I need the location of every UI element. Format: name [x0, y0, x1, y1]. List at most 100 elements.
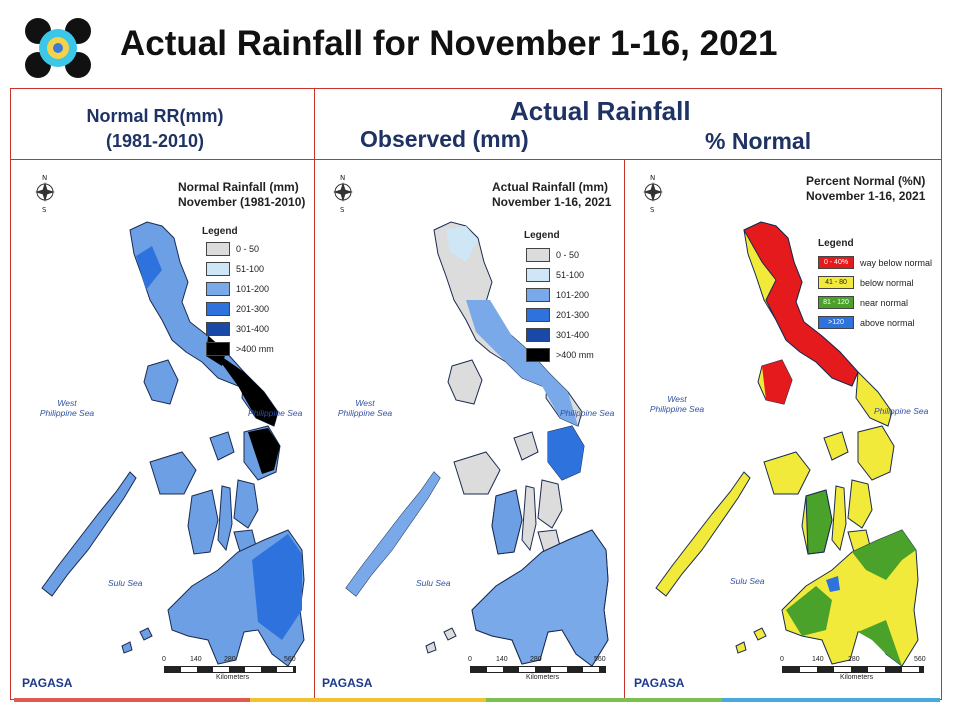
sea-label-west-line2: Philippine Sea: [337, 408, 393, 418]
sea-label-west: West Philippine Sea: [642, 394, 712, 414]
scale-tick: 560: [594, 656, 606, 663]
scale-bar: [164, 666, 296, 673]
legend-item: 101-200: [206, 282, 269, 296]
sea-label-west: West Philippine Sea: [330, 398, 400, 418]
sea-label-west-line1: West: [57, 398, 77, 408]
sea-label-sulu: Sulu Sea: [416, 578, 451, 588]
scale-unit: Kilometers: [526, 674, 560, 681]
map-title: Actual Rainfall (mm) November 1-16, 2021: [492, 180, 611, 210]
legend-title: Legend: [202, 226, 238, 237]
map-title-line1: Percent Normal (%N): [806, 174, 926, 188]
divider: [624, 160, 625, 700]
legend-swatch: [206, 282, 230, 296]
legend-swatch: [206, 302, 230, 316]
actual-rainfall-map-panel: N S Actual Rainfall (mm) November 1-16, …: [316, 160, 622, 700]
normal-header-line2: (1981-2010): [105, 131, 205, 151]
legend-item: 201-300: [206, 302, 269, 316]
scale-tick: 560: [284, 656, 296, 663]
scale-tick: 140: [812, 656, 824, 663]
map-title-line2: November 1-16, 2021: [492, 195, 612, 209]
scale-tick: 280: [224, 656, 236, 663]
legend-item: 0 - 40% way below normal: [818, 256, 932, 269]
legend-item: 301-400: [206, 322, 269, 336]
percent-header: % Normal: [705, 128, 812, 154]
legend-title: Legend: [818, 238, 854, 249]
sea-label-west-line1: West: [667, 394, 687, 404]
footer-bar-red: [14, 698, 250, 702]
legend-swatch: 41 - 80: [818, 276, 854, 289]
legend-label: 51-100: [236, 264, 265, 274]
sea-label-west-line2: Philippine Sea: [649, 404, 705, 414]
normal-header-line1: Normal RR(mm): [86, 106, 224, 126]
sea-label-west-line2: Philippine Sea: [39, 408, 95, 418]
map-title-line2: November (1981-2010): [178, 195, 306, 209]
legend-label: way below normal: [860, 257, 933, 268]
scale-tick: 280: [530, 656, 542, 663]
scale-unit: Kilometers: [216, 674, 250, 681]
footer-bar-yellow: [250, 698, 486, 702]
scale-bar: [470, 666, 606, 673]
legend-item: 51-100: [206, 262, 264, 276]
divider: [10, 159, 942, 160]
legend-title: Legend: [524, 230, 560, 241]
scale-tick: 140: [190, 656, 202, 663]
actual-rainfall-map: [345, 221, 609, 667]
legend-label: above normal: [860, 317, 915, 328]
legend-label: below normal: [860, 277, 914, 288]
percent-normal-map: [655, 221, 919, 667]
normal-rainfall-map: [41, 221, 305, 667]
legend-label: 0 - 50: [556, 250, 580, 260]
scale-tick: 0: [780, 656, 784, 663]
normal-rainfall-map-panel: N S Normal Rainfall (mm) November (1981-…: [12, 160, 312, 700]
legend-item: 0 - 50: [206, 242, 259, 256]
footer-bar-blue: [722, 698, 940, 702]
scale-tick: 0: [468, 656, 472, 663]
legend-swatch: [526, 328, 550, 342]
legend-item: 101-200: [526, 288, 589, 302]
sea-label-west-line1: West: [355, 398, 375, 408]
svg-text:N: N: [340, 174, 345, 182]
legend-label: 201-300: [236, 304, 270, 314]
page-title: Actual Rainfall for November 1-16, 2021: [120, 24, 778, 63]
legend-label: near normal: [860, 297, 909, 308]
compass-icon: N S: [643, 174, 663, 212]
legend-label: 101-200: [236, 284, 270, 294]
actual-header: Actual Rainfall: [510, 96, 691, 126]
pagasa-brand: PAGASA: [634, 676, 685, 690]
map-title-line1: Normal Rainfall (mm): [178, 180, 299, 194]
scale-tick: 0: [162, 656, 166, 663]
scale-tick: 280: [848, 656, 860, 663]
legend-item: 51-100: [526, 268, 584, 282]
legend-item: 301-400: [526, 328, 589, 342]
legend-label: 101-200: [556, 290, 590, 300]
legend-swatch: [526, 308, 550, 322]
legend-swatch: 0 - 40%: [818, 256, 854, 269]
normal-header: Normal RR(mm) (1981-2010): [40, 104, 270, 154]
legend-swatch: [526, 348, 550, 362]
svg-text:S: S: [650, 206, 655, 212]
legend-label: >400 mm: [236, 344, 274, 354]
scale-tick: 140: [496, 656, 508, 663]
legend-label: 301-400: [556, 330, 590, 340]
legend-item: 41 - 80 below normal: [818, 276, 914, 289]
scale-bar: [782, 666, 924, 673]
legend-swatch: [206, 242, 230, 256]
legend-label: 51-100: [556, 270, 585, 280]
legend-swatch: >120: [818, 316, 854, 329]
legend-item: >400 mm: [206, 342, 274, 356]
scale-tick: 560: [914, 656, 926, 663]
legend-item: 201-300: [526, 308, 589, 322]
pagasa-logo: [24, 18, 92, 78]
legend-swatch: [206, 322, 230, 336]
legend-label: 0 - 50: [236, 244, 260, 254]
legend-label: 201-300: [556, 310, 590, 320]
sea-label-east: Philippine Sea: [560, 408, 615, 418]
svg-text:S: S: [340, 206, 345, 212]
legend-swatch: [526, 248, 550, 262]
divider: [314, 88, 315, 700]
compass-icon: N S: [333, 174, 353, 212]
map-title: Normal Rainfall (mm) November (1981-2010…: [178, 180, 305, 210]
legend-item: 81 - 120 near normal: [818, 296, 908, 309]
legend-item: >120 above normal: [818, 316, 915, 329]
observed-header: Observed (mm): [360, 126, 529, 152]
